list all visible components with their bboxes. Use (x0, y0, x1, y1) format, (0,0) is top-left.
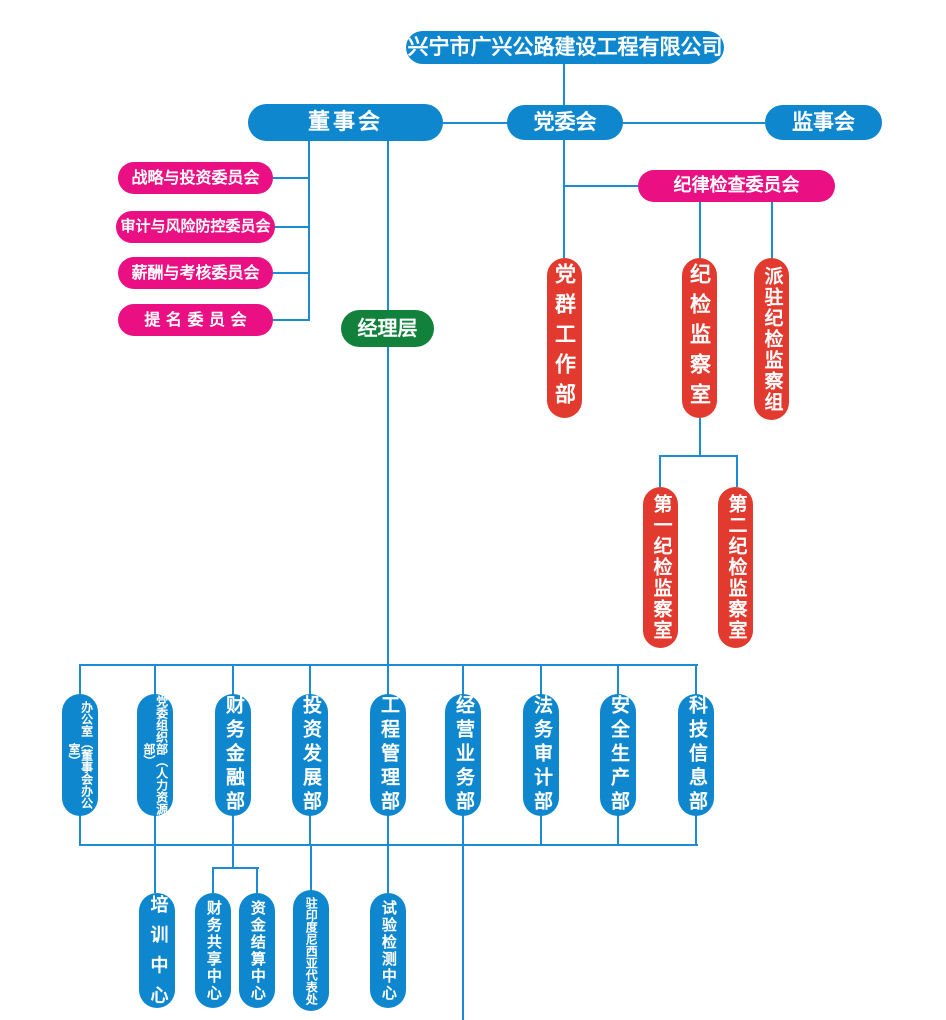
connector (695, 815, 697, 846)
node-discipline-supervision-office: 纪检监察室 (682, 258, 717, 418)
connector (699, 202, 701, 258)
connector (462, 664, 464, 695)
node-dept-legal-audit: 法务审计部 (523, 694, 559, 816)
node-dept-safety-production: 安全生产部 (600, 694, 636, 816)
node-strategy-investment-committee: 战略与投资委员会 (118, 162, 273, 194)
connector (563, 140, 565, 258)
connector (387, 815, 389, 846)
connector (232, 846, 234, 869)
connector (659, 455, 738, 457)
connector (443, 122, 508, 124)
connector (540, 664, 542, 695)
connector (273, 272, 309, 274)
node-first-inspection-room: 第一纪检监察室 (643, 487, 678, 648)
node-dept-business-operations: 经营业务部 (445, 694, 481, 816)
connector (563, 63, 565, 108)
node-party-committee: 党委会 (507, 105, 623, 140)
connector (274, 226, 309, 228)
connector (273, 177, 309, 179)
connector (540, 815, 542, 846)
node-dept-finance: 财务金融部 (215, 694, 251, 816)
node-nomination-committee: 提 名 委 员 会 (118, 304, 273, 336)
node-supervisory-board: 监事会 (765, 105, 882, 140)
connector (309, 664, 311, 695)
connector (79, 815, 81, 846)
connector (154, 846, 156, 893)
node-fund-settlement-center: 资金结算中心 (239, 893, 275, 1008)
node-discipline-inspection-committee: 纪律检查委员会 (638, 170, 835, 202)
node-indonesia-representative-office: 驻印度尼西亚代表处 (293, 890, 329, 1011)
node-test-inspection-center: 试验检测中心 (370, 893, 406, 1008)
connector (736, 455, 738, 487)
node-remuneration-assessment-committee: 薪酬与考核委员会 (118, 257, 273, 289)
connector (462, 846, 464, 1020)
connector (387, 140, 389, 310)
connector (623, 122, 765, 124)
node-dept-general-office: 办公室（董事会办公室） (62, 694, 98, 816)
connector (232, 664, 234, 695)
connector (256, 867, 258, 893)
connector (771, 202, 773, 258)
node-dept-engineering-management: 工程管理部 (370, 694, 406, 816)
node-dept-party-organization: 党委组织部（人力资源部） (137, 694, 173, 816)
node-company-title: 兴宁市广兴公路建设工程有限公司 (406, 31, 724, 64)
connector (462, 815, 464, 846)
connector (310, 846, 312, 891)
connector (695, 664, 697, 695)
node-finance-shared-center: 财务共享中心 (195, 893, 231, 1008)
connector (154, 815, 156, 846)
node-management-layer: 经理层 (341, 310, 434, 347)
connector (212, 867, 259, 869)
node-dispatched-inspection-group: 派驻纪检监察组 (754, 258, 789, 420)
connector (212, 867, 214, 893)
connector (387, 846, 389, 893)
node-audit-risk-committee: 审计与风险防控委员会 (116, 211, 275, 243)
connector (387, 664, 389, 695)
node-training-center: 培 训 中 心 (139, 893, 175, 1008)
node-board-of-directors: 董事会 (248, 104, 443, 141)
node-party-mass-work-dept: 党群工作部 (547, 258, 582, 418)
connector (617, 815, 619, 846)
connector (659, 455, 661, 487)
connector (309, 815, 311, 846)
connector (154, 664, 156, 695)
node-dept-investment-development: 投资发展部 (292, 694, 328, 816)
connector (387, 347, 389, 665)
connector (308, 140, 310, 321)
connector (273, 319, 310, 321)
connector (699, 418, 701, 456)
connector (79, 844, 698, 846)
connector (563, 185, 638, 187)
connector (79, 664, 81, 695)
connector (617, 664, 619, 695)
node-dept-technology-information: 科技信息部 (678, 694, 714, 816)
connector (232, 815, 234, 846)
node-second-inspection-room: 第二纪检监察室 (718, 487, 753, 648)
